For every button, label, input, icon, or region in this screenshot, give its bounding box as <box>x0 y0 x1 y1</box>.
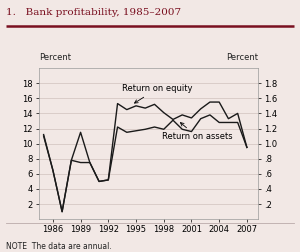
Text: NOTE  The data are annual.: NOTE The data are annual. <box>6 242 112 251</box>
Text: 1.   Bank profitability, 1985–2007: 1. Bank profitability, 1985–2007 <box>6 8 181 17</box>
Text: Percent: Percent <box>39 53 71 62</box>
Text: Return on assets: Return on assets <box>162 123 232 141</box>
Text: Percent: Percent <box>226 53 258 62</box>
Text: Return on equity: Return on equity <box>122 84 193 103</box>
